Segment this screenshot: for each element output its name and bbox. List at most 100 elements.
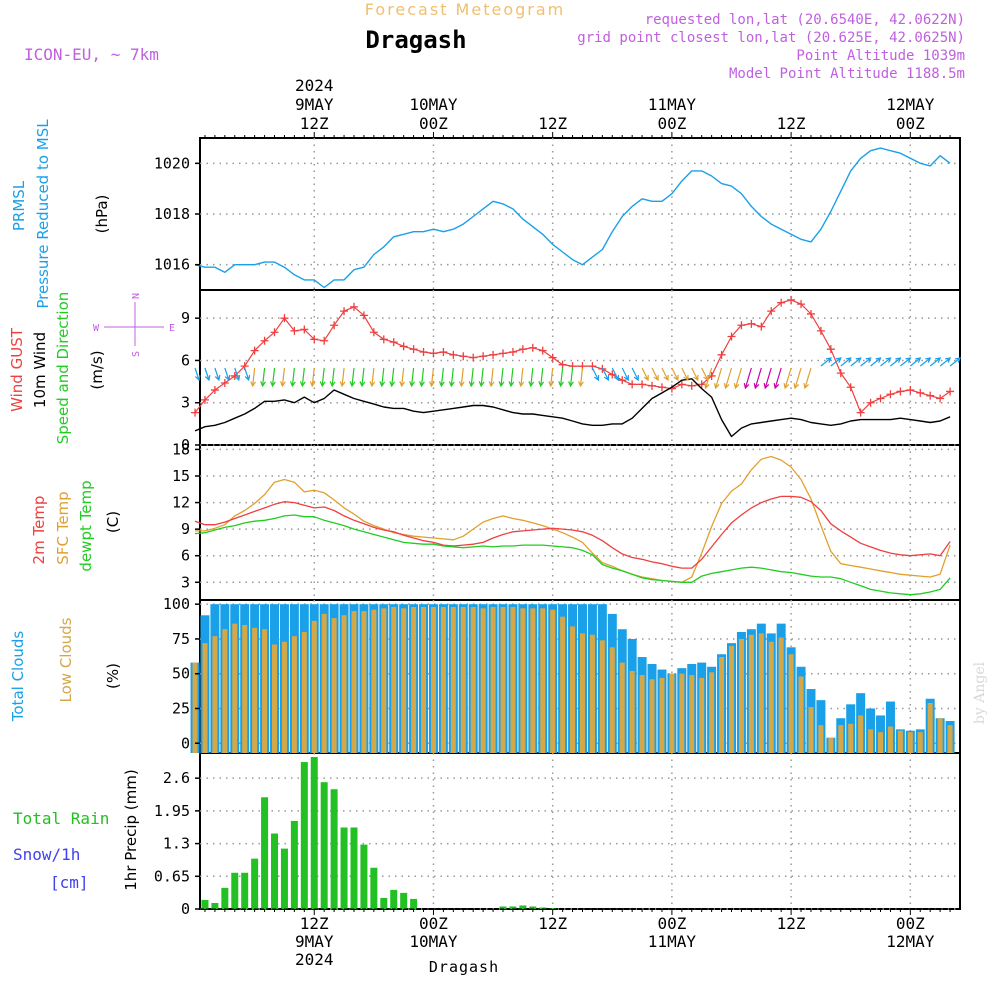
low-cloud-bar: [748, 634, 754, 753]
x-label-top: 12Z: [538, 114, 567, 133]
low-cloud-bar: [411, 606, 417, 753]
low-cloud-bar: [589, 634, 595, 753]
rain-bar: [539, 907, 547, 909]
low-cloud-bar: [868, 729, 874, 753]
x-label-bottom: 00Z: [896, 914, 925, 933]
wind-direction-arrow: [929, 357, 942, 367]
wind-direction-arrow: [733, 367, 743, 390]
low-cloud-bar: [311, 620, 317, 753]
low-cloud-bar: [550, 609, 556, 753]
x-label-top: 9MAY: [295, 95, 334, 114]
grid-point-coords: grid point closest lon,lat (20.625E, 42.…: [577, 30, 965, 46]
precip-label-cm: [cm]: [50, 873, 89, 892]
low-cloud-bar: [242, 625, 248, 753]
gust-marker: [290, 326, 299, 335]
gust-marker: [717, 350, 726, 359]
gust-marker: [369, 328, 378, 337]
footer-station: Dragash: [429, 958, 499, 976]
rain-bar: [300, 762, 308, 909]
low-cloud-bar: [421, 606, 427, 753]
x-label-bottom: 00Z: [657, 914, 686, 933]
low-cloud-bar: [609, 647, 615, 753]
compass-n: N: [131, 293, 142, 299]
rain-bar: [529, 906, 537, 909]
rain-bar: [211, 902, 219, 909]
gust-marker: [439, 348, 448, 356]
wind-label-10m: 10m Wind: [31, 332, 49, 408]
clouds-label-low: Low Clouds: [57, 617, 75, 702]
x-label-top: 11MAY: [648, 95, 697, 114]
wind-direction-arrow: [349, 367, 356, 388]
x-label-bottom: 10MAY: [409, 932, 458, 951]
low-cloud-bar: [530, 608, 536, 753]
wind-direction-arrow: [713, 367, 723, 390]
x-label-bottom: 12Z: [777, 914, 806, 933]
rain-bar: [310, 757, 318, 909]
wind-direction-arrow: [270, 367, 276, 388]
low-cloud-bar: [808, 707, 814, 753]
rain-bar: [370, 867, 378, 909]
wind-direction-arrow: [289, 367, 296, 388]
precip-unit: 1hr Precip (mm): [122, 769, 140, 890]
low-cloud-bar: [490, 606, 496, 753]
wind-direction-arrow: [880, 357, 892, 367]
wind-direction-arrow: [458, 367, 465, 388]
gust-marker: [757, 322, 766, 331]
wind-unit: (m/s): [88, 350, 106, 389]
low-cloud-bar: [460, 606, 466, 753]
rain-bar: [499, 906, 507, 909]
rain-bar: [221, 887, 229, 909]
watermark: by Angel: [972, 661, 988, 724]
gust-marker: [379, 335, 388, 344]
gust-marker: [260, 336, 269, 345]
gust-marker: [787, 295, 796, 304]
rain-bar: [330, 789, 338, 909]
y-tick-label: 1020: [154, 154, 190, 172]
gust-marker: [310, 335, 319, 344]
y-tick-label: 9: [181, 309, 190, 327]
gust-marker: [220, 379, 229, 387]
wind-direction-arrow: [578, 367, 584, 388]
wind-direction-arrow: [723, 367, 733, 390]
low-cloud-bar: [212, 636, 218, 753]
pressure-label-1: PRMSL: [10, 180, 28, 231]
rain-bar: [320, 782, 328, 909]
low-cloud-bar: [321, 613, 327, 753]
wind-direction-arrow: [681, 367, 689, 382]
wind-direction-arrow: [900, 357, 912, 367]
gust-marker: [866, 398, 875, 407]
gust-marker: [936, 394, 945, 403]
wind-direction-arrow: [399, 367, 406, 388]
rain-bar: [251, 858, 259, 909]
wind-label-speed: Speed and Direction: [54, 292, 72, 445]
wind-line: [194, 378, 951, 438]
wind-direction-arrow: [214, 367, 221, 382]
y-tick-label: 75: [172, 630, 190, 648]
rain-bar: [360, 844, 368, 909]
low-cloud-bar: [768, 641, 774, 753]
y-tick-label: 18: [172, 440, 190, 458]
precip-label-snow: Snow/1h: [13, 845, 80, 864]
low-cloud-bar: [252, 627, 258, 753]
low-cloud-bar: [341, 615, 347, 753]
low-cloud-bar: [838, 725, 844, 753]
wind-direction-arrow: [234, 367, 241, 382]
y-tick-label: 1.95: [154, 802, 190, 820]
gust-marker: [389, 338, 398, 347]
wind-direction-arrow: [611, 367, 620, 382]
gust-marker: [449, 350, 458, 359]
gust-marker: [200, 395, 209, 404]
low-cloud-bar: [570, 626, 576, 753]
wind-direction-arrow: [538, 367, 545, 388]
low-cloud-bar: [510, 606, 516, 753]
low-cloud-bar: [639, 675, 645, 753]
low-cloud-bar: [897, 730, 903, 753]
low-cloud-bar: [858, 715, 864, 753]
clouds-label-total: Total Clouds: [9, 631, 27, 723]
y-tick-label: 12: [172, 494, 190, 512]
wind-direction-arrow: [691, 367, 699, 382]
gust-marker: [896, 387, 905, 396]
rain-bar: [350, 827, 358, 909]
low-cloud-bar: [301, 631, 307, 753]
wind-direction-arrow: [919, 357, 932, 367]
